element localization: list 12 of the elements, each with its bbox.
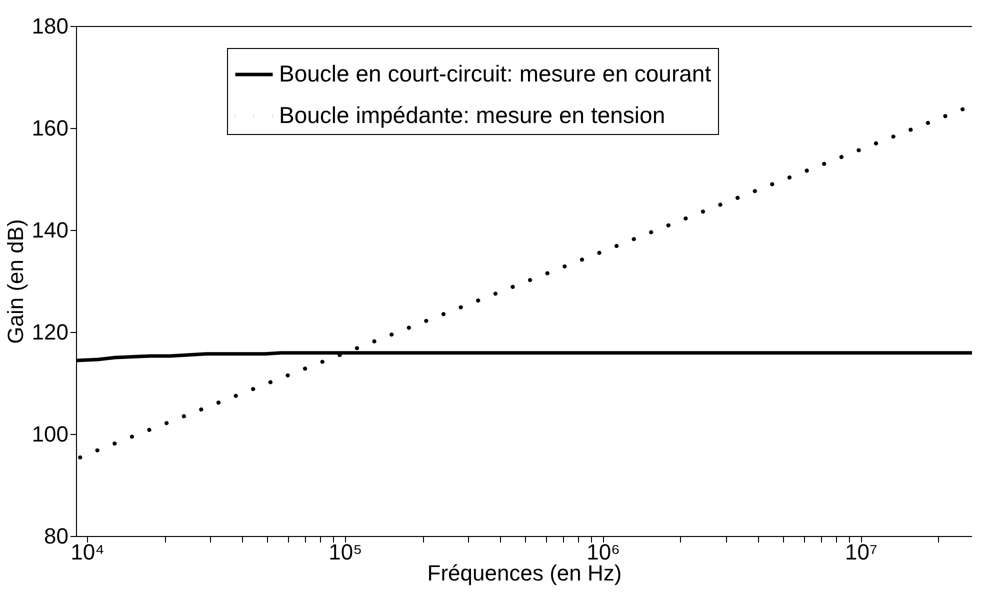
y-tick-label: 180 [32, 14, 68, 38]
y-tick-label: 100 [32, 422, 68, 446]
y-axis-title: Gain (en dB) [2, 219, 28, 344]
legend-label: Boucle en court-circuit: mesure en courant [279, 60, 712, 86]
y-tick-label: 160 [32, 116, 68, 140]
x-tick-label: 10⁷ [845, 540, 878, 564]
legend-label: Boucle impédante: mesure en tension [279, 102, 666, 128]
x-tick-label: 10⁵ [328, 540, 362, 564]
y-tick-label: 80 [44, 524, 68, 548]
y-tick-label: 120 [32, 320, 68, 344]
x-tick-label: 10⁴ [70, 540, 105, 564]
y-tick-label: 140 [32, 218, 68, 242]
